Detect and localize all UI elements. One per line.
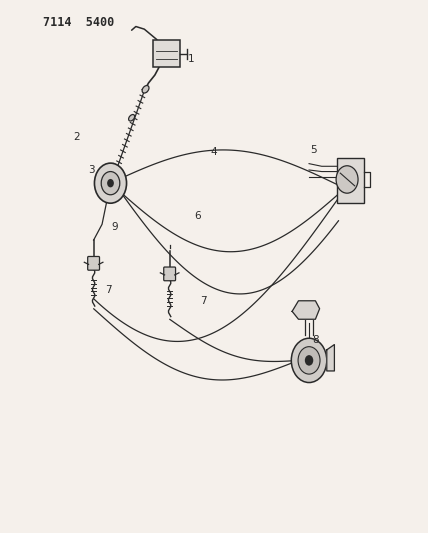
FancyBboxPatch shape <box>164 267 175 281</box>
Polygon shape <box>292 301 320 319</box>
Ellipse shape <box>142 85 149 93</box>
Text: 7114  5400: 7114 5400 <box>43 16 114 29</box>
Circle shape <box>336 166 358 193</box>
Circle shape <box>95 163 127 203</box>
Text: 7: 7 <box>200 296 207 306</box>
Circle shape <box>298 346 320 374</box>
Text: 1: 1 <box>187 54 194 64</box>
Text: 4: 4 <box>211 147 217 157</box>
Text: 9: 9 <box>111 222 118 232</box>
FancyBboxPatch shape <box>336 158 364 203</box>
Ellipse shape <box>128 115 135 121</box>
Circle shape <box>305 355 313 366</box>
FancyBboxPatch shape <box>88 256 100 270</box>
Text: 6: 6 <box>194 212 200 221</box>
Polygon shape <box>327 344 334 371</box>
Text: 7: 7 <box>105 285 112 295</box>
Circle shape <box>101 172 120 195</box>
Text: 3: 3 <box>88 165 95 175</box>
Text: 5: 5 <box>310 146 317 156</box>
Text: 2: 2 <box>73 132 80 142</box>
Text: 8: 8 <box>312 335 319 345</box>
Circle shape <box>107 179 114 188</box>
Circle shape <box>291 338 327 383</box>
FancyBboxPatch shape <box>153 39 180 67</box>
